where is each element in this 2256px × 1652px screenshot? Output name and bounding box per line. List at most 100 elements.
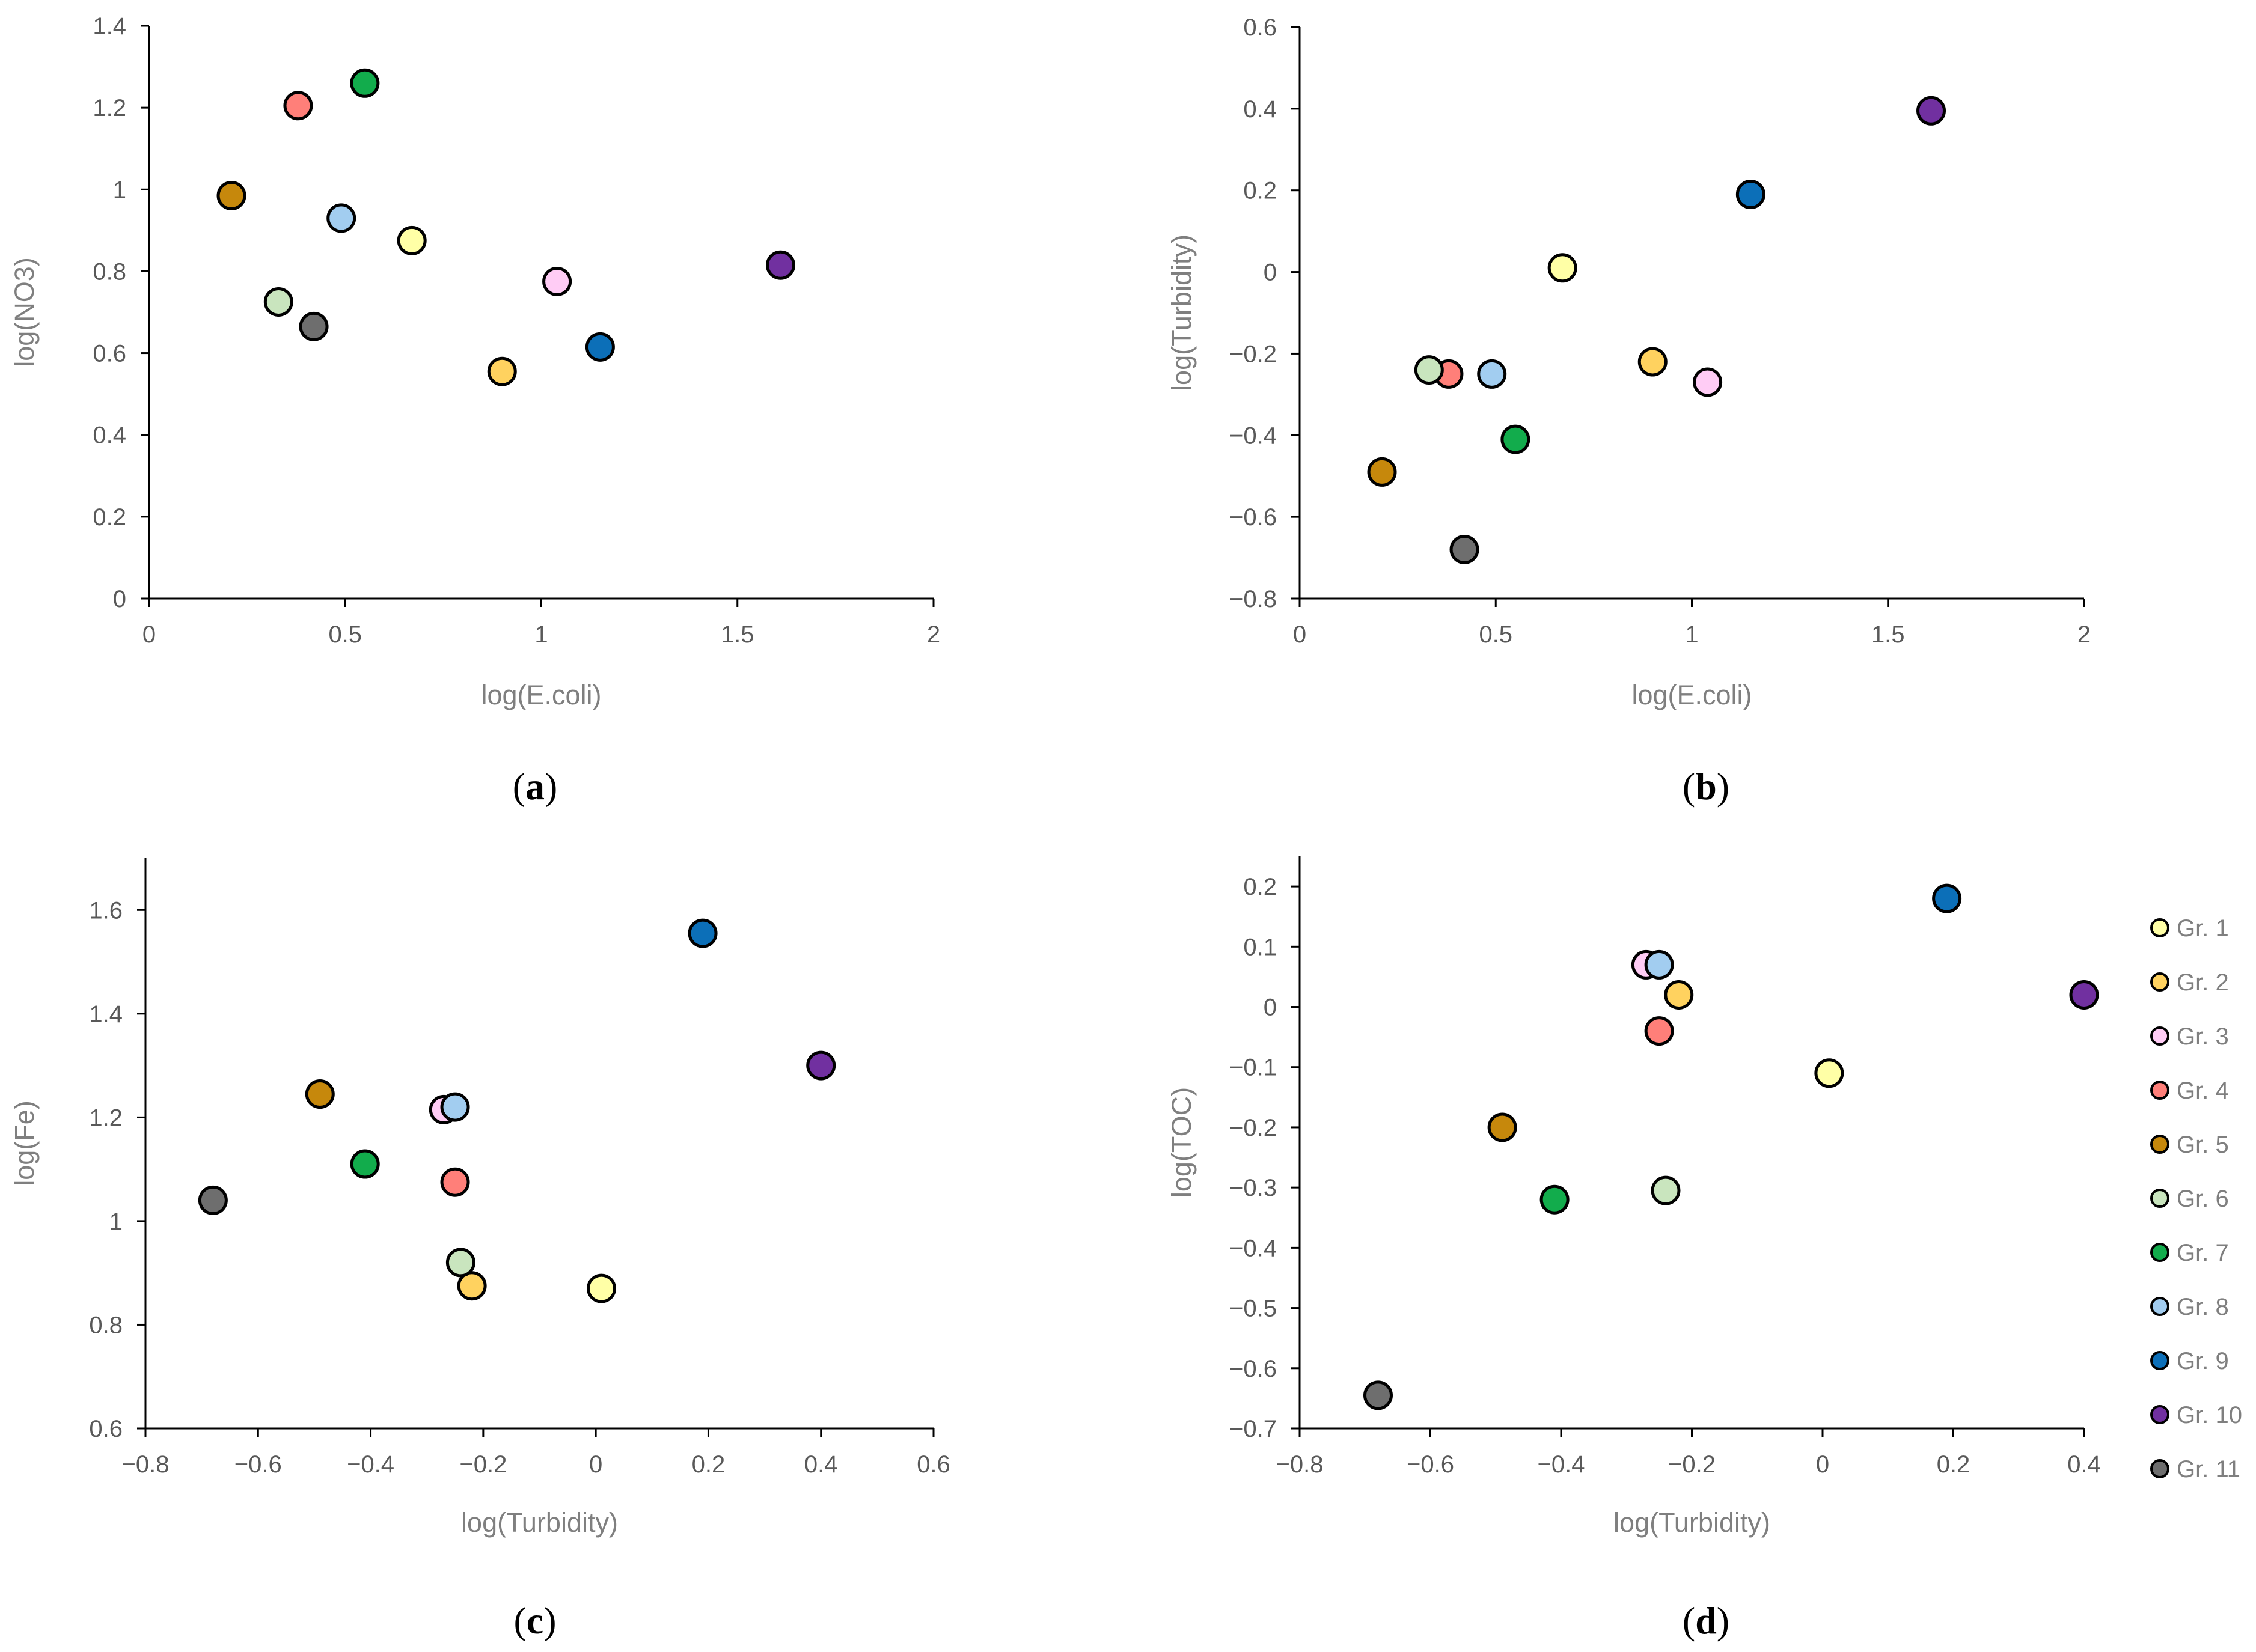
point-gr-9 [1932, 883, 1962, 913]
y-tick-label: 0.2 [93, 504, 126, 531]
point-gr-1 [1547, 253, 1577, 283]
point-gr-8 [1644, 949, 1674, 980]
y-tick-label: 0.1 [1243, 934, 1277, 960]
panel-b: −0.8 −0.6 −0.4 −0.2 0 0.2 0.4 0.6 0 0.5 1 1.5 2 log(E… [1166, 14, 2091, 710]
legend-label: Gr. 11 [2177, 1456, 2240, 1483]
x-tick-label: 1 [1685, 621, 1698, 648]
y-axis-title: log(Fe) [9, 1100, 40, 1186]
point-gr-9 [688, 918, 718, 948]
x-tick-label: −0.2 [1668, 1451, 1716, 1478]
point-gr-4 [440, 1167, 470, 1197]
x-tick-label: −0.6 [234, 1451, 282, 1478]
y-tick-label: 0.8 [89, 1312, 123, 1338]
point-gr-9 [1735, 180, 1765, 210]
legend-marker [2150, 1297, 2169, 1316]
x-tick-label: 0 [589, 1451, 602, 1478]
y-tick-label: 1 [109, 1209, 123, 1235]
legend-marker [2150, 1351, 2169, 1370]
point-gr-1 [587, 1273, 617, 1303]
y-tick-label: 1.2 [89, 1105, 123, 1131]
x-tick-label: 0.5 [1479, 621, 1512, 648]
point-gr-8 [440, 1092, 470, 1122]
y-tick-label: 0 [1264, 995, 1277, 1021]
point-gr-1 [397, 225, 427, 255]
point-gr-6 [1651, 1175, 1681, 1205]
x-tick-label: −0.2 [459, 1451, 507, 1478]
panel-label-c: (c) [513, 1599, 556, 1642]
point-gr-7 [350, 1149, 380, 1179]
y-tick-label: −0.2 [1229, 341, 1277, 367]
y-tick-label: −0.6 [1229, 504, 1277, 531]
panel-a: 0 0.2 0.4 0.6 0.8 1 1.2 1.4 0 0.5 1 1.5 2 log(E.coli)… [9, 13, 940, 710]
point-gr-1 [1814, 1058, 1844, 1088]
x-tick-label: 2 [927, 621, 940, 648]
point-gr-5 [305, 1079, 335, 1109]
point-gr-3 [542, 266, 572, 296]
y-tick-label: −0.8 [1229, 586, 1277, 612]
point-gr-5 [216, 180, 246, 210]
y-tick-label: 0.4 [93, 422, 126, 449]
legend-marker [2150, 1189, 2169, 1208]
legend-marker [2150, 1459, 2169, 1478]
y-tick-label: −0.3 [1229, 1175, 1277, 1201]
legend-label: Gr. 5 [2177, 1132, 2229, 1158]
y-tick-label: 0 [113, 586, 126, 612]
legend: Gr. 1 Gr. 2 Gr. 3 Gr. 4 Gr. 5 Gr. 6 Gr. 7 Gr. 8… [2150, 915, 2242, 1483]
legend-marker [2150, 1405, 2169, 1424]
point-gr-11 [198, 1185, 228, 1215]
point-gr-5 [1367, 457, 1397, 487]
x-tick-label: 2 [2077, 621, 2091, 648]
y-tick-label: 0.8 [93, 258, 126, 285]
x-tick-label: 0 [1293, 621, 1306, 648]
x-tick-label: 0.4 [804, 1451, 838, 1478]
point-gr-11 [1449, 534, 1479, 564]
x-tick-label: 0.2 [1937, 1451, 1970, 1478]
legend-label: Gr. 7 [2177, 1240, 2229, 1266]
panel-label-b: (b) [1683, 765, 1729, 808]
y-axis-title: log(TOC) [1166, 1087, 1197, 1198]
panel-c: 0.6 0.8 1 1.2 1.4 1.6 −0.8 −0.6 −0.4 −0.2 0 0.2 0.4 0… [9, 858, 950, 1538]
x-tick-label: 0 [1816, 1451, 1829, 1478]
y-tick-label: −0.5 [1229, 1296, 1277, 1322]
point-gr-4 [283, 91, 313, 121]
x-tick-label: 0.2 [692, 1451, 726, 1478]
x-tick-label: −0.6 [1407, 1451, 1454, 1478]
x-tick-label: −0.4 [347, 1451, 394, 1478]
x-tick-label: 0.4 [2067, 1451, 2101, 1478]
point-gr-7 [1539, 1184, 1570, 1215]
y-tick-label: −0.2 [1229, 1115, 1277, 1141]
y-tick-label: −0.1 [1229, 1055, 1277, 1081]
point-gr-8 [1477, 359, 1507, 389]
x-tick-label: −0.8 [122, 1451, 170, 1478]
legend-label: Gr. 9 [2177, 1348, 2229, 1374]
y-tick-label: 0.6 [93, 341, 126, 367]
y-tick-label: 0 [1264, 260, 1277, 286]
point-gr-6 [263, 287, 293, 317]
panel-label-a: (a) [513, 765, 558, 808]
panel-label-d: (d) [1683, 1599, 1729, 1642]
point-gr-2 [457, 1271, 487, 1301]
point-gr-2 [1664, 980, 1694, 1010]
legend-marker [2150, 918, 2169, 937]
x-axis-title: log(Turbidity) [461, 1507, 618, 1538]
y-tick-label: 0.2 [1243, 178, 1277, 204]
legend-marker [2150, 972, 2169, 992]
y-tick-label: −0.7 [1229, 1416, 1277, 1442]
y-tick-label: 1.6 [89, 897, 123, 924]
x-axis-title: log(E.coli) [481, 680, 601, 710]
x-tick-label: 1 [534, 621, 548, 648]
y-tick-label: 0.4 [1243, 96, 1277, 123]
x-tick-label: 0.5 [328, 621, 362, 648]
x-axis-title: log(E.coli) [1631, 680, 1752, 710]
point-gr-9 [585, 332, 615, 362]
y-tick-label: −0.4 [1229, 1235, 1277, 1261]
y-tick-label: 1.2 [93, 95, 126, 121]
legend-label: Gr. 4 [2177, 1077, 2229, 1104]
legend-marker [2150, 1243, 2169, 1262]
point-gr-7 [1500, 424, 1530, 454]
x-tick-label: 0 [142, 621, 156, 648]
x-axis-title: log(Turbidity) [1613, 1507, 1770, 1538]
legend-label: Gr. 2 [2177, 969, 2229, 996]
point-gr-3 [1693, 367, 1723, 397]
